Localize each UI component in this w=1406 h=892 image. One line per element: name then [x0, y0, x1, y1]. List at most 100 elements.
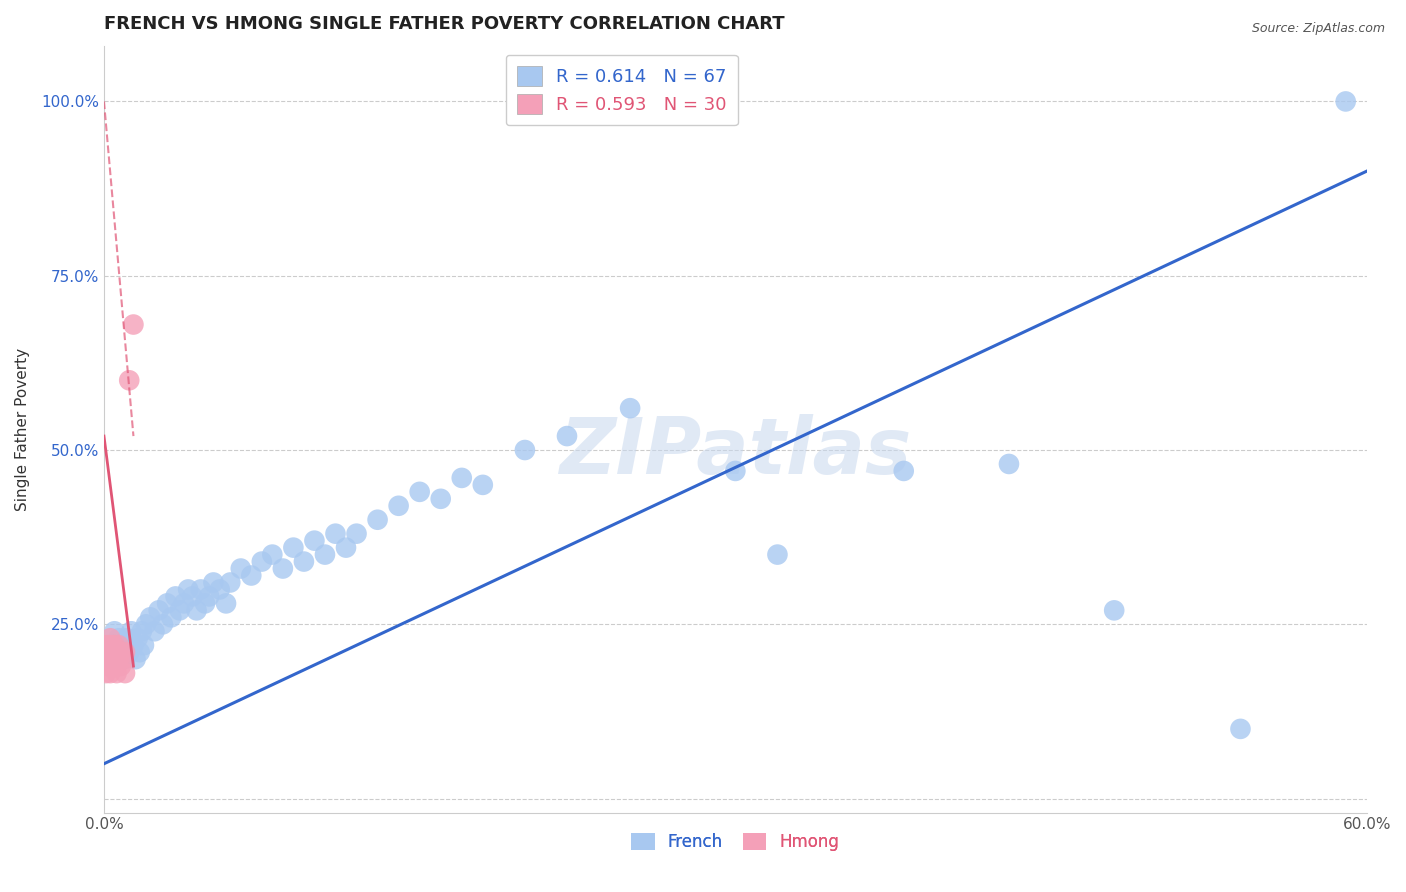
Point	[202, 575, 225, 590]
Point	[219, 575, 242, 590]
Point	[408, 484, 430, 499]
Point	[314, 548, 336, 562]
Text: Source: ZipAtlas.com: Source: ZipAtlas.com	[1251, 22, 1385, 36]
Point	[173, 596, 195, 610]
Point	[325, 526, 347, 541]
Point	[186, 603, 208, 617]
Point	[766, 548, 789, 562]
Point	[114, 666, 136, 681]
Point	[208, 582, 231, 597]
Point	[105, 645, 128, 659]
Point	[229, 561, 252, 575]
Point	[177, 582, 200, 597]
Point	[215, 596, 238, 610]
Point	[97, 638, 120, 652]
Point	[429, 491, 451, 506]
Point	[105, 638, 128, 652]
Point	[122, 638, 145, 652]
Point	[998, 457, 1021, 471]
Point	[513, 443, 536, 458]
Text: FRENCH VS HMONG SINGLE FATHER POVERTY CORRELATION CHART: FRENCH VS HMONG SINGLE FATHER POVERTY CO…	[104, 15, 785, 33]
Point	[1229, 722, 1251, 736]
Point	[1102, 603, 1125, 617]
Point	[132, 638, 155, 652]
Point	[262, 548, 284, 562]
Point	[1334, 95, 1357, 109]
Point	[98, 632, 121, 646]
Point	[103, 638, 125, 652]
Point	[107, 632, 129, 646]
Point	[101, 652, 124, 666]
Point	[893, 464, 915, 478]
Point	[101, 652, 124, 666]
Point	[271, 561, 294, 575]
Point	[94, 638, 117, 652]
Point	[94, 652, 117, 666]
Point	[111, 638, 134, 652]
Point	[103, 645, 125, 659]
Point	[250, 555, 273, 569]
Point	[105, 652, 128, 666]
Point	[97, 645, 120, 659]
Point	[335, 541, 357, 555]
Point	[98, 638, 121, 652]
Point	[103, 652, 125, 666]
Point	[367, 513, 389, 527]
Point	[107, 652, 129, 666]
Point	[124, 652, 146, 666]
Point	[724, 464, 747, 478]
Point	[152, 617, 174, 632]
Point	[471, 478, 494, 492]
Point	[194, 596, 217, 610]
Point	[135, 617, 157, 632]
Point	[114, 652, 136, 666]
Point	[98, 638, 121, 652]
Y-axis label: Single Father Poverty: Single Father Poverty	[15, 348, 30, 510]
Point	[555, 429, 578, 443]
Point	[619, 401, 641, 416]
Point	[122, 318, 145, 332]
Text: ZIPatlas: ZIPatlas	[560, 414, 911, 490]
Point	[156, 596, 179, 610]
Point	[107, 638, 129, 652]
Point	[190, 582, 212, 597]
Point	[388, 499, 411, 513]
Point	[97, 659, 120, 673]
Point	[346, 526, 368, 541]
Point	[110, 645, 132, 659]
Point	[240, 568, 263, 582]
Point	[148, 603, 170, 617]
Point	[127, 632, 149, 646]
Point	[101, 638, 124, 652]
Legend: French, Hmong: French, Hmong	[624, 826, 846, 858]
Point	[304, 533, 326, 548]
Point	[110, 645, 132, 659]
Point	[292, 555, 315, 569]
Point	[131, 624, 153, 639]
Point	[111, 652, 134, 666]
Point	[98, 666, 121, 681]
Point	[165, 590, 187, 604]
Point	[198, 590, 221, 604]
Point	[98, 652, 121, 666]
Point	[103, 645, 125, 659]
Point	[160, 610, 183, 624]
Point	[105, 666, 128, 681]
Point	[110, 659, 132, 673]
Point	[98, 645, 121, 659]
Point	[114, 645, 136, 659]
Point	[118, 645, 141, 659]
Point	[115, 632, 138, 646]
Point	[283, 541, 305, 555]
Point	[120, 624, 142, 639]
Point	[181, 590, 204, 604]
Point	[128, 645, 150, 659]
Point	[450, 471, 472, 485]
Point	[118, 373, 141, 387]
Point	[97, 652, 120, 666]
Point	[139, 610, 162, 624]
Point	[107, 652, 129, 666]
Point	[143, 624, 166, 639]
Point	[94, 666, 117, 681]
Point	[103, 624, 125, 639]
